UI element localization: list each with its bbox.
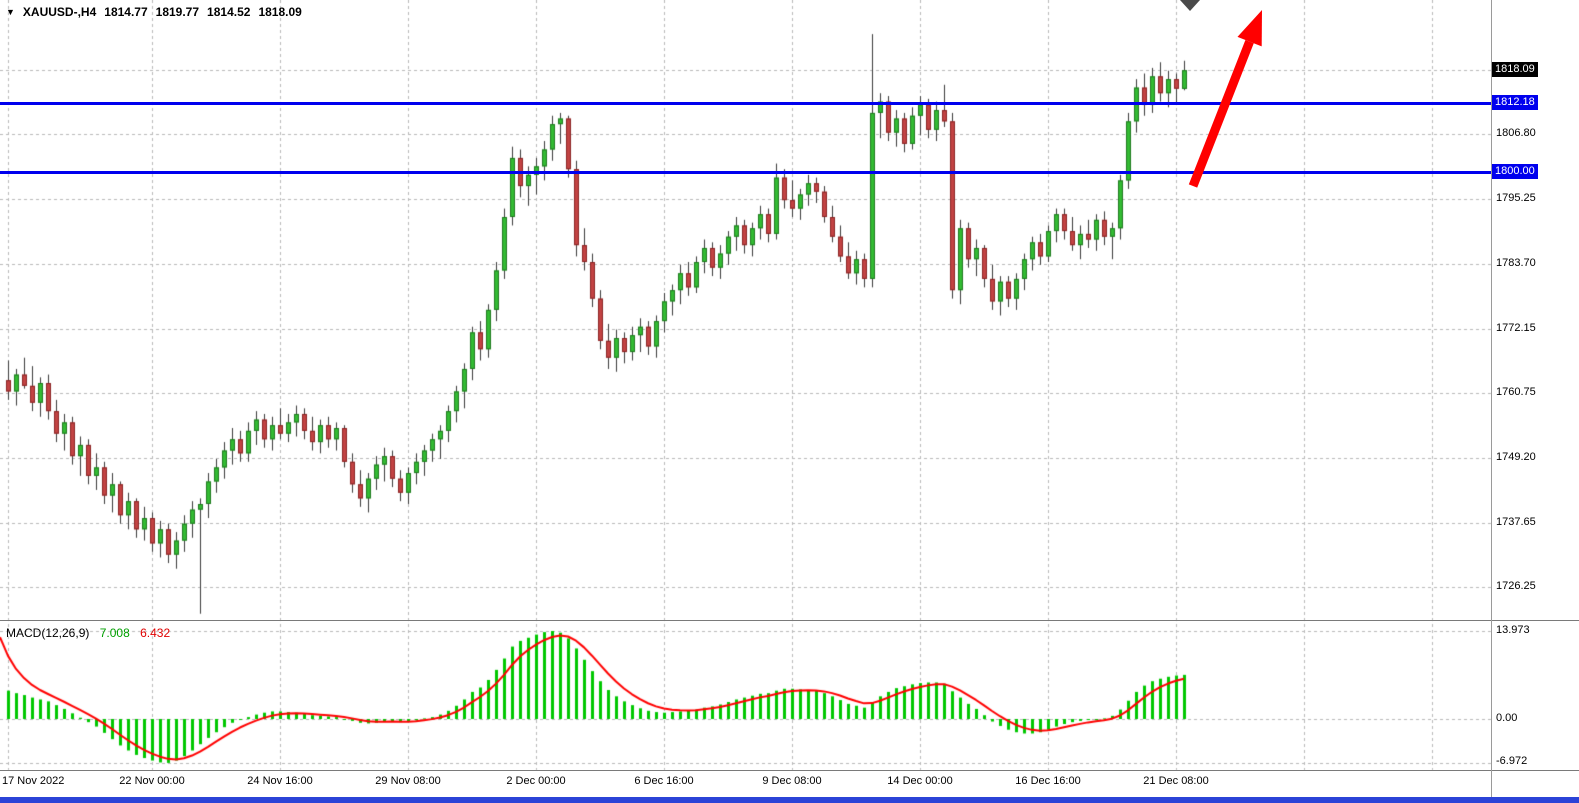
horizontal-line-1800.00[interactable]: [0, 170, 1491, 174]
price-axis-label-1800.00: 1800.00: [1492, 164, 1538, 179]
price-axis-label-1749.20: 1749.20: [1496, 450, 1536, 463]
ohlc-open: 1814.77: [104, 5, 148, 19]
macd-main-value: 7.008: [99, 626, 130, 640]
price-axis-label-1812.18: 1812.18: [1492, 95, 1538, 111]
ohlc-low: 1814.52: [207, 5, 251, 19]
time-axis-label: 21 Dec 08:00: [1143, 775, 1209, 787]
time-axis-label: 29 Nov 08:00: [375, 775, 441, 787]
chart-header: ▼ XAUUSD-,H4 1814.77 1819.77 1814.52 181…: [6, 5, 302, 19]
time-axis-label: 9 Dec 08:00: [762, 775, 822, 787]
macd-axis-zero: 0.00: [1496, 712, 1518, 724]
time-axis-label: 22 Nov 00:00: [119, 775, 185, 787]
time-axis-label: 17 Nov 2022: [2, 775, 65, 787]
time-axis-label: 6 Dec 16:00: [634, 775, 694, 787]
window-bottom-bar: [0, 797, 1579, 803]
macd-signal-value: 6.432: [140, 626, 171, 640]
macd-axis-max: 13.973: [1496, 624, 1530, 636]
symbol-dropdown-icon[interactable]: ▼: [6, 7, 15, 17]
horizontal-line-1812.18[interactable]: [0, 101, 1491, 105]
time-axis-label: 2 Dec 00:00: [506, 775, 566, 787]
price-axis-label-1737.65: 1737.65: [1496, 515, 1536, 528]
time-axis-label: 14 Dec 00:00: [887, 775, 953, 787]
price-axis-label-1783.70: 1783.70: [1496, 256, 1536, 269]
axis-divider: [1491, 0, 1492, 797]
pane-separator-macd-time[interactable]: [0, 770, 1579, 771]
ohlc-close: 1818.09: [258, 5, 302, 19]
symbol-timeframe-label: XAUUSD-,H4: [22, 5, 97, 19]
price-axis-label-1726.25: 1726.25: [1496, 580, 1536, 592]
chart-shift-icon[interactable]: [1180, 0, 1200, 11]
price-axis-label-1806.80: 1806.80: [1496, 126, 1536, 139]
price-axis-label-1818.09: 1818.09: [1492, 62, 1538, 78]
time-axis-label: 24 Nov 16:00: [247, 775, 313, 787]
pane-separator-main-macd[interactable]: [0, 620, 1579, 621]
price-axis-label-1795.25: 1795.25: [1496, 191, 1536, 204]
macd-indicator-label: MACD(12,26,9) 7.008 6.432: [6, 626, 170, 640]
time-axis-label: 16 Dec 16:00: [1015, 775, 1081, 787]
macd-axis-min: -6.972: [1496, 755, 1528, 767]
macd-title: MACD(12,26,9): [6, 626, 90, 640]
ohlc-high: 1819.77: [155, 5, 200, 19]
price-axis-label-1760.75: 1760.75: [1496, 385, 1536, 398]
price-axis-label-1772.15: 1772.15: [1496, 321, 1536, 334]
